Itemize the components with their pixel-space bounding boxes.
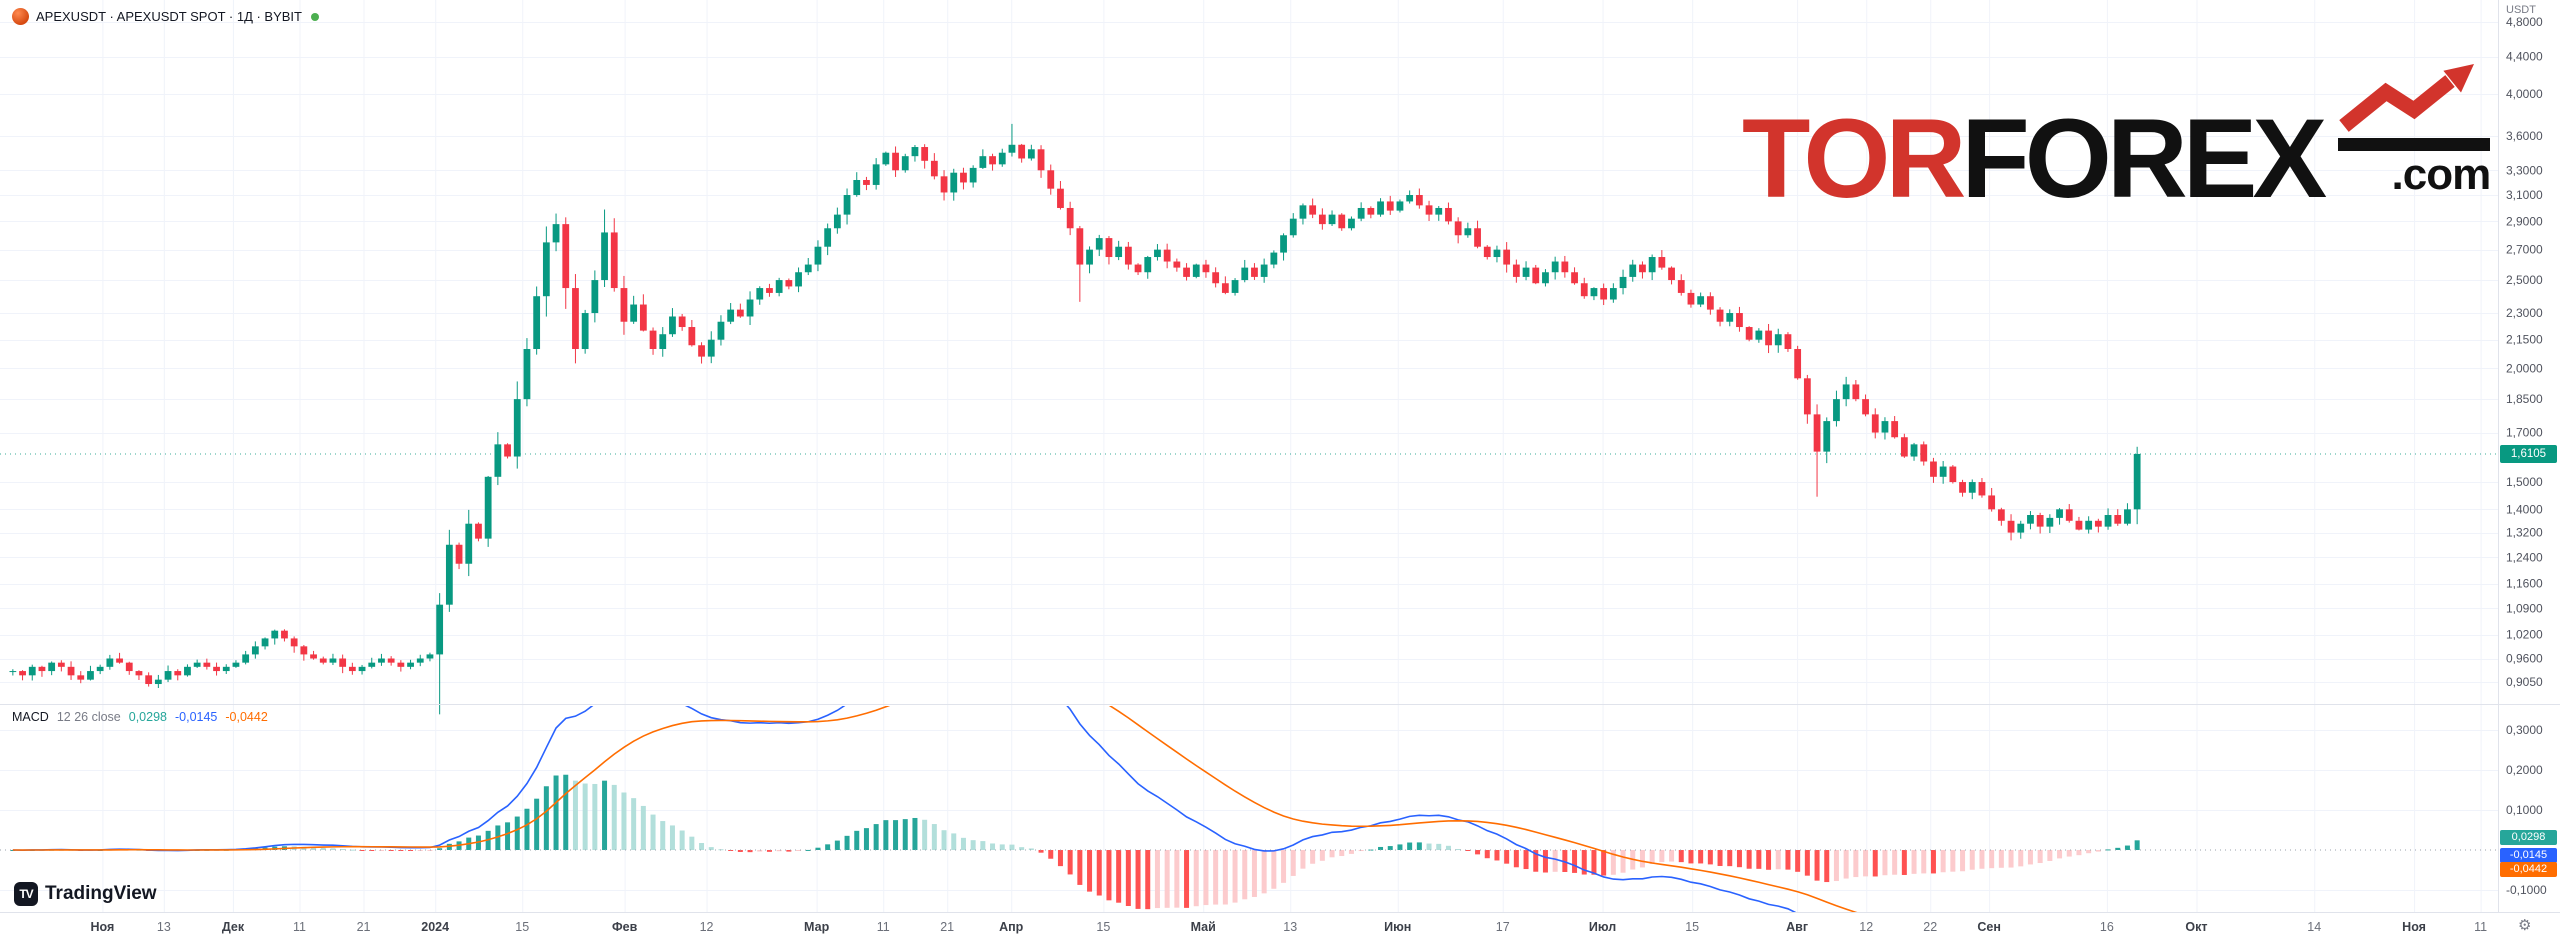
svg-text:21: 21 [357, 920, 371, 934]
watermark-com: .com [2391, 150, 2492, 199]
svg-text:1,8500: 1,8500 [2506, 392, 2543, 406]
symbol-legend[interactable]: APEXUSDT · APEXUSDT SPOT · 1Д · BYBIT [12, 8, 319, 25]
svg-text:0,3000: 0,3000 [2506, 723, 2543, 737]
macd-title[interactable]: MACD [12, 710, 49, 724]
symbol-title[interactable]: APEXUSDT · APEXUSDT SPOT · 1Д · BYBIT [36, 9, 302, 24]
watermark-wordmark: TORFOREX [1742, 103, 2327, 215]
svg-text:Ноя: Ноя [2402, 920, 2426, 934]
last-price-badge: 1,6105 [2500, 444, 2557, 463]
svg-text:16: 16 [2100, 920, 2114, 934]
svg-text:Сен: Сен [1977, 920, 2001, 934]
svg-text:Дек: Дек [222, 920, 245, 934]
svg-text:2,3000: 2,3000 [2506, 306, 2543, 320]
trend-arrow-icon [2339, 64, 2475, 132]
svg-text:12: 12 [1859, 920, 1873, 934]
svg-text:3,6000: 3,6000 [2506, 129, 2543, 143]
svg-text:22: 22 [1923, 920, 1937, 934]
svg-text:17: 17 [1496, 920, 1510, 934]
svg-text:Фев: Фев [612, 920, 638, 934]
svg-text:2,7000: 2,7000 [2506, 243, 2543, 257]
svg-text:4,0000: 4,0000 [2506, 87, 2543, 101]
macd-signal-value: -0,0442 [225, 710, 268, 724]
torforex-watermark: TORFOREX .com [1742, 62, 2492, 215]
macd-params: 12 26 close [56, 710, 121, 724]
svg-text:1,0200: 1,0200 [2506, 628, 2543, 642]
svg-text:0,9600: 0,9600 [2506, 652, 2543, 666]
watermark-forex: FOREX [1961, 96, 2327, 221]
grid-layer [0, 0, 2498, 912]
settings-gear-icon[interactable]: ⚙ [2518, 917, 2532, 934]
svg-text:4,4000: 4,4000 [2506, 50, 2543, 64]
svg-text:11: 11 [2474, 920, 2487, 934]
svg-text:2,0000: 2,0000 [2506, 361, 2543, 375]
svg-text:1,3200: 1,3200 [2506, 526, 2543, 540]
svg-text:Окт: Окт [2185, 920, 2207, 934]
svg-text:1,2400: 1,2400 [2506, 550, 2543, 564]
svg-text:2,1500: 2,1500 [2506, 333, 2543, 347]
svg-text:2,5000: 2,5000 [2506, 273, 2543, 287]
market-status-dot [311, 12, 319, 21]
svg-text:14: 14 [2307, 920, 2321, 934]
quote-currency-label: USDT [2506, 4, 2536, 16]
macd-line-badge: -0,0145 [2500, 847, 2557, 863]
watermark-underline [2338, 138, 2491, 151]
macd-signal-badge: -0,0442 [2500, 861, 2557, 877]
svg-text:Июн: Июн [1384, 920, 1411, 934]
svg-text:11: 11 [293, 920, 306, 934]
svg-text:2024: 2024 [421, 920, 449, 934]
tradingview-logo[interactable]: TV TradingView [14, 882, 157, 906]
svg-text:1,4000: 1,4000 [2506, 502, 2543, 516]
svg-text:1,7000: 1,7000 [2506, 426, 2543, 440]
time-axis-labels[interactable]: Ноя 13 Дек 11 21 2024 15 Фев 12 Мар 11 21 Апр 15 Май 13… [91, 920, 2488, 934]
macd-histogram-value: 0,0298 [128, 710, 167, 724]
candles-layer [9, 123, 2141, 715]
svg-text:Авг: Авг [1786, 920, 1808, 934]
svg-text:Май: Май [1191, 920, 1216, 934]
svg-text:15: 15 [1685, 920, 1699, 934]
svg-text:0,9050: 0,9050 [2506, 675, 2543, 689]
svg-text:1,1600: 1,1600 [2506, 577, 2543, 591]
macd-histogram-badge: 0,0298 [2500, 830, 2557, 846]
svg-text:2,9000: 2,9000 [2506, 214, 2543, 228]
svg-text:Апр: Апр [999, 920, 1024, 934]
watermark-tor: TOR [1742, 96, 1966, 221]
svg-text:0,1000: 0,1000 [2506, 803, 2543, 817]
svg-text:13: 13 [1283, 920, 1297, 934]
svg-text:Мар: Мар [804, 920, 830, 934]
svg-text:13: 13 [157, 920, 171, 934]
svg-text:Ноя: Ноя [91, 920, 115, 934]
svg-text:4,8000: 4,8000 [2506, 15, 2543, 29]
svg-text:11: 11 [877, 920, 890, 934]
macd-layer [0, 706, 2498, 912]
macd-legend[interactable]: MACD 12 26 close 0,0298 -0,0145 -0,0442 [12, 710, 268, 724]
svg-text:1,0900: 1,0900 [2506, 601, 2543, 615]
price-axis-labels[interactable]: 4,8000 4,4000 4,0000 3,6000 3,3000 3,1000 2,90… [2506, 15, 2547, 897]
tradingview-icon: TV [14, 882, 38, 906]
svg-text:0,2000: 0,2000 [2506, 763, 2543, 777]
svg-text:12: 12 [700, 920, 714, 934]
tradingview-label: TradingView [45, 883, 157, 904]
svg-text:3,3000: 3,3000 [2506, 163, 2543, 177]
svg-text:21: 21 [940, 920, 954, 934]
svg-text:Июл: Июл [1589, 920, 1616, 934]
svg-text:15: 15 [515, 920, 529, 934]
svg-text:15: 15 [1096, 920, 1110, 934]
macd-line-value: -0,0145 [174, 710, 218, 724]
instrument-logo-icon [12, 8, 29, 25]
svg-text:1,5000: 1,5000 [2506, 475, 2543, 489]
svg-text:3,1000: 3,1000 [2506, 188, 2543, 202]
svg-text:-0,1000: -0,1000 [2506, 883, 2547, 897]
